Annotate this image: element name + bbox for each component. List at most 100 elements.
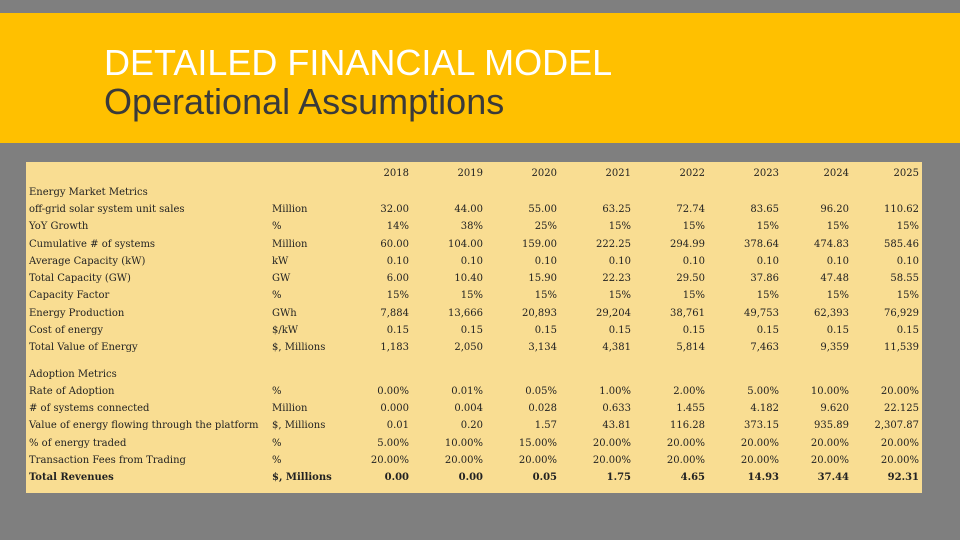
metric-unit: $, Millions: [272, 472, 332, 484]
value-cell: 29.50: [676, 273, 705, 285]
metric-label: Total Revenues: [29, 472, 114, 484]
slide-subtitle: Operational Assumptions: [104, 81, 505, 122]
value-cell: 1.75: [606, 472, 631, 484]
value-cell: 20.00%: [880, 385, 919, 397]
value-cell: 63.25: [602, 204, 631, 215]
value-cell: 116.28: [670, 420, 705, 432]
value-cell: 9,359: [820, 342, 849, 354]
value-cell: 60.00: [380, 238, 409, 250]
value-cell: 49,753: [744, 307, 779, 319]
value-cell: 0.20: [460, 420, 483, 432]
value-cell: 0.15: [386, 325, 409, 337]
value-cell: 15%: [608, 221, 631, 233]
value-cell: 4.65: [680, 472, 705, 484]
metric-unit: Million: [272, 204, 308, 215]
value-cell: 83.65: [750, 204, 779, 215]
metric-unit: GW: [272, 273, 291, 285]
value-cell: 9.620: [820, 402, 849, 414]
year-header: 2024: [823, 168, 849, 179]
value-cell: 5.00%: [377, 437, 409, 449]
table-row: % of energy traded% 5.00% 10.00% 15.00% 20.0…: [26, 435, 922, 452]
value-cell: 0.15: [460, 325, 483, 337]
table-row: YoY Growth% 14% 38% 25% 15% 15% 15% 15% 15%: [26, 218, 922, 235]
value-cell: 1,183: [380, 342, 409, 354]
value-cell: 0.10: [460, 255, 483, 267]
value-cell: 0.10: [682, 255, 705, 267]
value-cell: 15%: [896, 290, 919, 302]
value-cell: 15%: [826, 221, 849, 233]
value-cell: 1.00%: [599, 385, 631, 397]
value-cell: 935.89: [814, 420, 849, 432]
value-cell: 55.00: [528, 204, 557, 215]
title-band: DETAILED FINANCIAL MODEL Operational Ass…: [0, 13, 960, 143]
table-row: Capacity Factor% 15% 15% 15% 15% 15% 15% 15% 15%: [26, 287, 922, 304]
value-cell: 15.90: [528, 273, 557, 285]
value-cell: 20.00%: [880, 454, 919, 466]
value-cell: 38,761: [670, 307, 705, 319]
year-header: 2020: [531, 168, 557, 179]
value-cell: 20.00%: [810, 454, 849, 466]
value-cell: 20.00%: [740, 437, 779, 449]
value-cell: 1.455: [676, 402, 705, 414]
value-cell: 22.23: [602, 273, 631, 285]
value-cell: 20.00%: [740, 454, 779, 466]
metric-unit: %: [272, 221, 282, 233]
value-cell: 44.00: [454, 204, 483, 215]
value-cell: 0.10: [386, 255, 409, 267]
value-cell: 92.31: [887, 472, 919, 484]
value-cell: 0.05%: [525, 385, 557, 397]
metric-unit: %: [272, 437, 282, 449]
value-cell: 14%: [386, 221, 409, 233]
value-cell: 0.01: [386, 420, 409, 432]
value-cell: 2.00%: [673, 385, 705, 397]
value-cell: 13,666: [448, 307, 483, 319]
value-cell: 378.64: [744, 238, 779, 250]
value-cell: 20.00%: [518, 454, 557, 466]
metric-label: # of systems connected: [29, 402, 150, 414]
value-cell: 474.83: [814, 238, 849, 250]
section-header-row: Adoption Metrics: [26, 367, 922, 383]
value-cell: 0.00: [458, 472, 483, 484]
value-cell: 20.00%: [444, 454, 483, 466]
metric-unit: GWh: [272, 307, 297, 319]
value-cell: 15%: [756, 290, 779, 302]
value-cell: 0.15: [756, 325, 779, 337]
table-row: off-grid solar system unit sales Million 3…: [26, 201, 922, 218]
value-cell: 20.00%: [592, 437, 631, 449]
value-cell: 58.55: [890, 273, 919, 285]
value-cell: 29,204: [596, 307, 631, 319]
value-cell: 14.93: [747, 472, 779, 484]
spacer-cell: [26, 357, 922, 367]
value-cell: 0.10: [534, 255, 557, 267]
value-cell: 5,814: [676, 342, 705, 354]
section-header-row: Energy Market Metrics: [26, 185, 922, 201]
value-cell: 0.15: [682, 325, 705, 337]
value-cell: 96.20: [820, 204, 849, 215]
header-label-cell: [26, 162, 272, 185]
value-cell: 222.25: [596, 238, 631, 250]
value-cell: 0.10: [756, 255, 779, 267]
value-cell: 0.00%: [377, 385, 409, 397]
metric-label: Cost of energy: [29, 325, 104, 337]
value-cell: 15%: [682, 221, 705, 233]
value-cell: 15%: [682, 290, 705, 302]
table-row: Average Capacity (kW) kW 0.10 0.10 0.10 0.10 0…: [26, 253, 922, 270]
metric-label: Transaction Fees from Trading: [29, 454, 186, 466]
value-cell: 15%: [756, 221, 779, 233]
value-cell: 15.00%: [518, 437, 557, 449]
metric-unit: Million: [272, 402, 308, 414]
value-cell: 4,381: [602, 342, 631, 354]
value-cell: 0.05: [532, 472, 557, 484]
table-row: Energy Production GWh 7,884 13,666 20,893 29,…: [26, 305, 922, 322]
spacer-row: [26, 357, 922, 367]
value-cell: 0.004: [454, 402, 483, 414]
value-cell: 0.633: [602, 402, 631, 414]
metric-label: Cumulative # of systems: [29, 238, 156, 250]
metric-unit: $, Millions: [272, 420, 326, 432]
metric-label: Total Capacity (GW): [29, 273, 131, 285]
value-cell: 15%: [896, 221, 919, 233]
table-row: Rate of Adoption% 0.00% 0.01% 0.05% 1.00% 2.0…: [26, 383, 922, 400]
value-cell: 62,393: [814, 307, 849, 319]
value-cell: 0.15: [896, 325, 919, 337]
slide-title: DETAILED FINANCIAL MODEL: [104, 42, 613, 83]
